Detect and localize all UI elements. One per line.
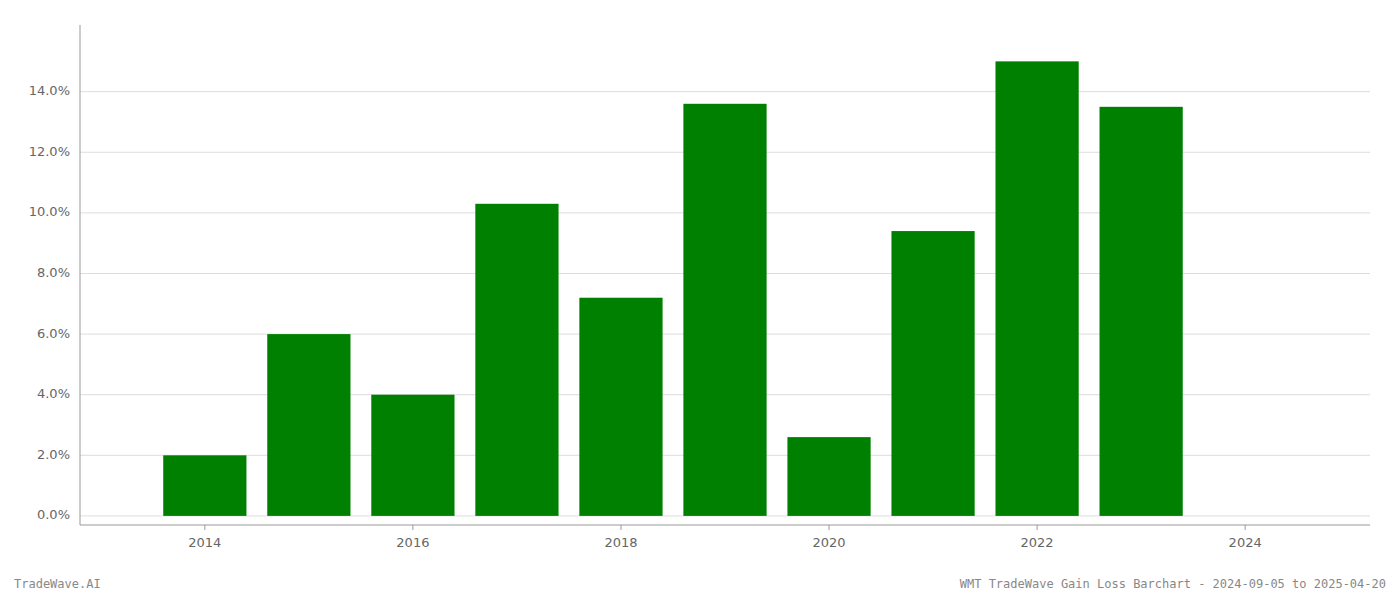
y-axis-line [80,25,81,525]
x-tick-label: 2022 [1021,535,1054,550]
x-tick [1037,525,1038,530]
grid-line [80,91,1370,92]
y-tick-label: 6.0% [37,326,70,341]
chart-svg: 0.0%2.0%4.0%6.0%8.0%10.0%12.0%14.0%20142… [0,0,1400,600]
x-tick-labels: 2014 2016 2018 2020 2022 2024 [188,525,1261,550]
x-tick [204,525,205,530]
bars [163,61,1183,516]
y-tick-label: 12.0% [29,144,70,159]
y-tick-label: 10.0% [29,204,70,219]
y-tick-label: 0.0% [37,507,70,522]
chart-container: 0.0%2.0%4.0%6.0%8.0%10.0%12.0%14.0%20142… [0,0,1400,600]
x-tick-label: 2020 [812,535,845,550]
bar [1100,107,1183,516]
bar [371,395,454,516]
x-tick-label: 2018 [604,535,637,550]
footer-annotation: WMT TradeWave Gain Loss Barchart - 2024-… [960,577,1386,591]
y-grid [80,92,1370,516]
x-tick [620,525,621,530]
bar [787,437,870,516]
x-tick [829,525,830,530]
y-tick-label: 8.0% [37,265,70,280]
x-axis-line [80,525,1370,526]
x-tick-label: 2016 [396,535,429,550]
y-tick-label: 4.0% [37,386,70,401]
bar [683,104,766,516]
bar [475,204,558,516]
bar [995,61,1078,516]
y-tick-label: 14.0% [29,83,70,98]
x-tick-label: 2024 [1229,535,1262,550]
x-tick [412,525,413,530]
bar [579,298,662,516]
x-tick [1245,525,1246,530]
bar [267,334,350,516]
bar [163,455,246,516]
y-tick-label: 2.0% [37,447,70,462]
bar [891,231,974,516]
x-tick-label: 2014 [188,535,221,550]
y-tick-labels: 0.0% 2.0% 4.0% 6.0% 8.0% 10.0% 12.0% 14.0% [29,83,70,522]
footer-annotation: TradeWave.AI [14,577,101,591]
